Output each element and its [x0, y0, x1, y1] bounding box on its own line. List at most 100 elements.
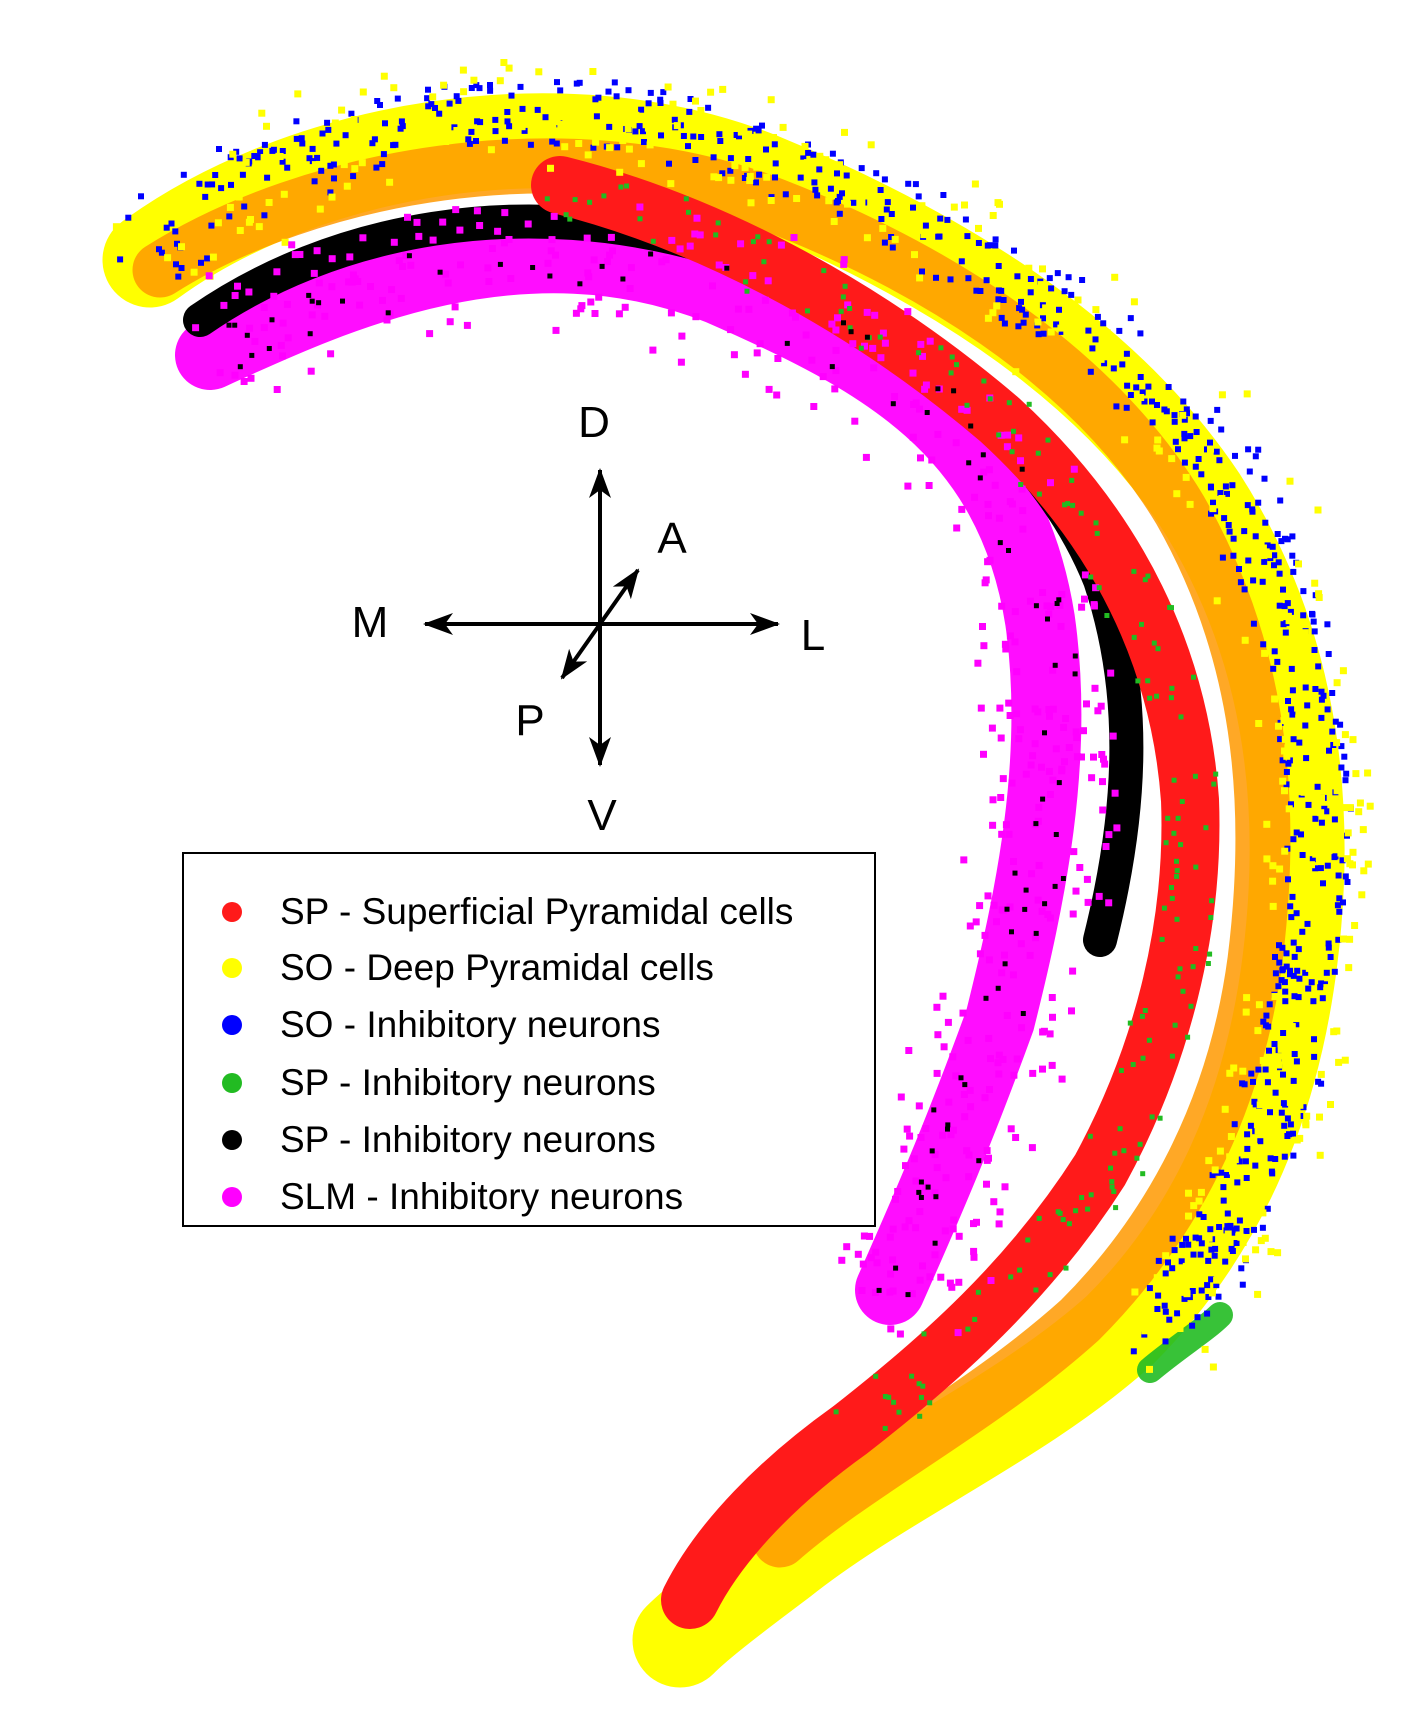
deep-pyramidal-dot: [1226, 1069, 1234, 1077]
deep-pyramidal-dot: [242, 158, 250, 166]
slm-inhibitory-dot: [1015, 434, 1023, 442]
deep-pyramidal-dot: [710, 173, 718, 181]
deep-pyramidal-dot: [429, 93, 437, 101]
so-inhibitory-dot: [933, 274, 939, 281]
deep-pyramidal-dot: [276, 153, 284, 160]
so-inhibitory-dot: [284, 164, 291, 171]
sp-inhibitory-black-dot: [929, 1148, 935, 1154]
so-inhibitory-dot: [466, 140, 473, 147]
slm-inhibitory-dot: [1109, 732, 1117, 740]
so-inhibitory-dot: [1027, 289, 1034, 296]
so-inhibitory-dot: [947, 276, 954, 283]
deep-pyramidal-dot: [1034, 318, 1042, 326]
sp-inhibitory-green-dot: [838, 308, 844, 314]
so-inhibitory-dot: [1065, 274, 1072, 281]
slm-inhibitory-dot: [1029, 752, 1037, 760]
deep-pyramidal-dot: [1281, 643, 1289, 651]
slm-inhibitory-dot: [808, 356, 816, 364]
sp-inhibitory-green-dot: [1169, 605, 1174, 611]
deep-pyramidal-dot: [1255, 1001, 1263, 1009]
slm-inhibitory-dot: [997, 734, 1005, 742]
slm-inhibitory-dot: [922, 381, 930, 389]
sp-inhibitory-green-dot: [1088, 574, 1094, 580]
so-inhibitory-dot: [382, 120, 388, 127]
so-inhibitory-dot: [1196, 1211, 1203, 1218]
sp-inhibitory-black-dot: [620, 276, 626, 282]
slm-inhibitory-dot: [1028, 870, 1036, 878]
sp-inhibitory-green-dot: [917, 1413, 923, 1419]
so-inhibitory-dot: [1337, 721, 1344, 728]
sp-inhibitory-green-dot: [1109, 1179, 1115, 1185]
slm-inhibitory-dot: [971, 493, 979, 501]
so-inhibitory-dot: [1267, 1155, 1274, 1162]
deep-pyramidal-dot: [1321, 871, 1329, 879]
slm-inhibitory-dot: [677, 358, 685, 366]
so-inhibitory-dot: [163, 224, 170, 231]
slm-inhibitory-dot: [715, 261, 723, 269]
so-inhibitory-dot: [1300, 612, 1307, 619]
so-inhibitory-dot: [1162, 1270, 1169, 1277]
so-inhibitory-dot: [1272, 954, 1278, 960]
slm-inhibitory-dot: [912, 1177, 920, 1185]
so-inhibitory-dot: [1287, 967, 1293, 974]
so-inhibitory-dot: [1252, 1162, 1259, 1169]
so-inhibitory-dot: [1275, 559, 1282, 566]
so-inhibitory-dot: [636, 123, 643, 130]
slm-inhibitory-dot: [980, 468, 988, 476]
deep-pyramidal-dot: [1256, 552, 1264, 560]
slm-inhibitory-dot: [961, 1113, 969, 1121]
so-inhibitory-dot: [1320, 880, 1326, 887]
so-inhibitory-dot: [1284, 1115, 1291, 1122]
so-inhibitory-dot: [330, 161, 337, 168]
slm-inhibitory-dot: [985, 1034, 993, 1042]
so-inhibitory-dot: [1127, 392, 1134, 398]
deep-pyramidal-dot: [1151, 408, 1159, 416]
slm-inhibitory-dot: [621, 303, 629, 311]
sp-inhibitory-green-dot: [1096, 585, 1102, 591]
so-inhibitory-dot: [1274, 531, 1281, 537]
slm-inhibitory-dot: [439, 218, 447, 226]
so-inhibitory-dot: [889, 244, 896, 251]
so-inhibitory-dot: [1210, 499, 1216, 506]
deep-pyramidal-dot: [1300, 788, 1308, 796]
slm-inhibitory-dot: [926, 337, 934, 345]
sp-inhibitory-black-dot: [1002, 961, 1008, 967]
so-inhibitory-dot: [1255, 446, 1262, 453]
so-inhibitory-dot: [922, 222, 929, 229]
deep-pyramidal-dot: [1333, 739, 1341, 747]
deep-pyramidal-dot: [496, 77, 504, 85]
slm-inhibitory-dot: [315, 279, 323, 287]
deep-pyramidal-dot: [1340, 804, 1348, 812]
deep-pyramidal-dot: [1320, 928, 1328, 936]
so-inhibitory-dot: [1272, 970, 1279, 977]
so-inhibitory-dot: [468, 128, 475, 135]
so-inhibitory-dot: [912, 181, 919, 188]
slm-inhibitory-dot: [933, 1069, 941, 1077]
slm-inhibitory-dot: [676, 245, 684, 253]
sp-inhibitory-green-dot: [1163, 840, 1169, 846]
deep-pyramidal-dot: [1271, 993, 1279, 1000]
so-inhibitory-dot: [333, 140, 340, 147]
deep-pyramidal-dot: [1308, 1027, 1316, 1034]
deep-pyramidal-dot: [1042, 304, 1050, 312]
so-inhibitory-dot: [1269, 543, 1276, 550]
sp-inhibitory-green-dot: [1145, 678, 1151, 684]
so-inhibitory-dot: [995, 296, 1002, 303]
deep-pyramidal-dot: [340, 161, 348, 169]
slm-inhibitory-dot: [832, 346, 840, 354]
so-inhibitory-dot: [1155, 1292, 1162, 1299]
so-inhibitory-dot: [1221, 515, 1228, 522]
sp-inhibitory-green-dot: [1208, 915, 1214, 920]
sp-inhibitory-black-dot: [918, 1195, 924, 1200]
sp-inhibitory-green-dot: [821, 268, 827, 274]
sp-inhibitory-green-dot: [1177, 966, 1183, 972]
slm-inhibitory-dot: [591, 310, 599, 317]
deep-pyramidal-dot: [767, 96, 775, 104]
so-inhibitory-dot: [1161, 406, 1168, 413]
sp-inhibitory-black-dot: [976, 1158, 982, 1164]
deep-pyramidal-dot: [331, 119, 339, 127]
so-inhibitory-dot: [1230, 552, 1237, 559]
slm-inhibitory-dot: [983, 1180, 990, 1188]
so-inhibitory-dot: [1213, 1282, 1220, 1289]
so-inhibitory-dot: [1318, 980, 1325, 987]
